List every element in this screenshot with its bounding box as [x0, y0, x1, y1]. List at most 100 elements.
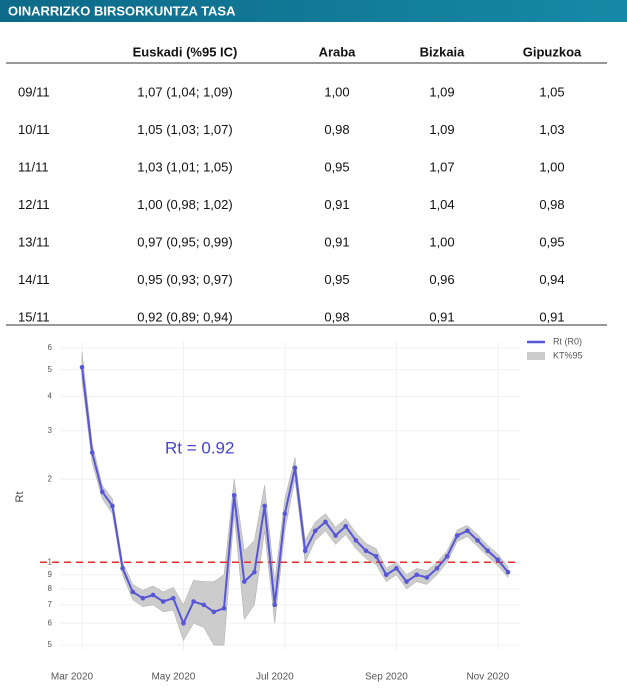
- rt-point: [333, 533, 338, 538]
- rt-point: [272, 602, 278, 608]
- rt-point: [434, 566, 440, 571]
- rt-point: [465, 528, 470, 534]
- table-cell: 0,92 (0,89; 0,94): [137, 309, 232, 324]
- rt-point: [394, 566, 399, 571]
- legend-label: KT%95: [553, 350, 583, 360]
- rt-point: [99, 489, 105, 495]
- x-tick-label: Sep 2020: [365, 672, 408, 683]
- y-tick-label: 3: [48, 426, 53, 435]
- rt-point: [282, 511, 288, 516]
- table-cell: 0,95 (0,93; 0,97): [137, 272, 232, 287]
- y-tick-label: 1: [48, 557, 53, 566]
- rt-point: [211, 609, 217, 615]
- column-header: Gipuzkoa: [523, 44, 582, 59]
- rt-point: [262, 503, 267, 509]
- rt-point: [323, 519, 328, 525]
- rt-point: [160, 599, 166, 604]
- rt-point: [130, 589, 136, 595]
- table-cell: 12/11: [18, 197, 50, 212]
- table-cell: 0,91: [324, 234, 349, 249]
- header-title: OINARRIZKO BIRSORKUNTZA TASA: [8, 3, 236, 18]
- rt-point: [241, 579, 247, 584]
- table-cell: 0,95: [324, 272, 349, 287]
- table-cell: 0,97 (0,95; 0,99): [137, 234, 232, 249]
- table-cell: 1,00 (0,98; 1,02): [137, 197, 232, 212]
- rt-point: [424, 575, 430, 580]
- table-cell: 0,95: [324, 159, 349, 174]
- ci-band: [81, 351, 509, 646]
- column-header: Bizkaia: [420, 44, 466, 59]
- legend-swatch: [527, 352, 545, 360]
- rt-point: [110, 503, 115, 509]
- rt-point: [140, 595, 146, 601]
- header-bar: [0, 0, 627, 22]
- table-cell: 09/11: [18, 84, 50, 99]
- table-cell: 1,05 (1,03; 1,07): [137, 122, 232, 137]
- x-tick-label: May 2020: [151, 672, 195, 683]
- table-cell: 1,03: [539, 122, 564, 137]
- rt-point: [495, 557, 501, 563]
- table-cell: 1,00: [539, 159, 564, 174]
- legend-label: Rt (R0): [553, 336, 582, 346]
- rt-point: [231, 492, 237, 498]
- y-tick-label: 6: [48, 343, 53, 352]
- rt-point: [343, 523, 349, 529]
- rt-point: [414, 572, 420, 578]
- table-cell: 0,94: [539, 272, 564, 287]
- rt-point: [181, 621, 186, 626]
- table-cell: 1,03 (1,01; 1,05): [137, 159, 232, 174]
- rt-point: [201, 602, 207, 608]
- rt-point: [79, 364, 85, 370]
- table-cell: 0,91: [539, 309, 564, 324]
- annotation: Rt = 0.92: [165, 438, 234, 457]
- y-tick-label: 7: [48, 600, 53, 609]
- x-tick-label: Jul 2020: [256, 672, 294, 683]
- rt-line: [81, 367, 509, 626]
- table-cell: 1,05: [539, 84, 564, 99]
- rt-point: [221, 606, 227, 611]
- y-tick-label: 2: [48, 474, 53, 483]
- table-cell: 0,98: [324, 122, 349, 137]
- x-tick-label: Mar 2020: [51, 672, 94, 683]
- table-cell: 1,04: [429, 197, 454, 212]
- rt-point: [485, 548, 491, 554]
- rt-point: [150, 592, 156, 598]
- rt-point: [363, 548, 369, 554]
- table-cell: 1,09: [429, 122, 454, 137]
- rt-point: [120, 566, 125, 571]
- rt-point: [444, 554, 450, 559]
- rt-point: [89, 450, 95, 455]
- table-cell: 0,96: [429, 272, 454, 287]
- table-cell: 13/11: [18, 234, 50, 249]
- table-cell: 0,91: [324, 197, 349, 212]
- y-tick-label: 8: [48, 584, 53, 593]
- table-cell: 11/11: [18, 159, 49, 174]
- table-cell: 1,00: [429, 234, 454, 249]
- rt-point: [454, 533, 460, 538]
- column-header: Euskadi (%95 IC): [133, 44, 238, 59]
- table-cell: 0,91: [429, 309, 454, 324]
- rt-point: [505, 569, 511, 575]
- table-cell: 0,95: [539, 234, 564, 249]
- y-tick-label: 5: [48, 640, 53, 649]
- y-tick-label: 6: [48, 618, 53, 627]
- table-cell: 10/11: [18, 122, 50, 137]
- rt-point: [475, 538, 480, 543]
- table-cell: 15/11: [18, 309, 50, 324]
- y-tick-label: 5: [48, 365, 53, 374]
- table-cell: 0,98: [539, 197, 564, 212]
- rt-point: [312, 528, 318, 534]
- rt-point: [170, 595, 176, 601]
- rt-point: [292, 465, 298, 471]
- y-axis-label: Rt: [14, 492, 26, 503]
- y-tick-label: 4: [48, 391, 53, 400]
- table-cell: 1,07: [429, 159, 454, 174]
- rt-point: [353, 538, 359, 543]
- rt-point: [383, 572, 389, 578]
- rt-point: [373, 554, 379, 559]
- rt-point: [252, 569, 257, 575]
- table-cell: 1,09: [429, 84, 454, 99]
- x-tick-label: Nov 2020: [466, 672, 509, 683]
